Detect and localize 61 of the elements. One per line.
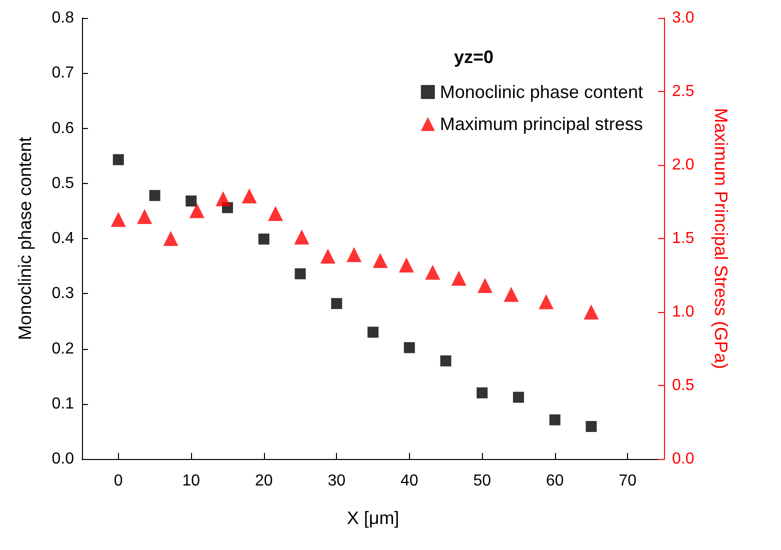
point [504, 286, 519, 302]
y-axis-title: Monoclinic phase content [15, 136, 35, 340]
point [346, 247, 362, 262]
legend-title: yz=0 [454, 47, 494, 67]
point [440, 355, 452, 366]
point [258, 234, 270, 245]
point [372, 253, 388, 268]
y2-tick-label: 0.5 [672, 377, 694, 394]
point [149, 190, 160, 202]
point [368, 326, 378, 338]
x-tick-label: 40 [400, 472, 418, 490]
point [425, 264, 440, 280]
point [451, 270, 466, 286]
point [137, 208, 152, 224]
point [478, 278, 493, 294]
point [398, 257, 414, 272]
point [242, 188, 257, 204]
y-tick-label: 0.1 [52, 395, 74, 412]
legend-label: Maximum principal stress [440, 114, 643, 134]
x-tick-label: 50 [473, 472, 492, 490]
point [586, 420, 597, 432]
y2-tick-label: 1.5 [672, 230, 694, 247]
y-tick-label: 0.6 [52, 120, 74, 137]
point [216, 191, 231, 206]
y-tick-label: 0.4 [52, 230, 74, 247]
point [331, 298, 342, 310]
y2-tick-label: 0.0 [672, 450, 694, 468]
y2-tick-label: 2.5 [672, 83, 694, 100]
point [163, 231, 178, 246]
y-tick-label: 0.7 [52, 64, 74, 82]
point [268, 206, 284, 222]
y-tick-label: 0.3 [52, 285, 74, 302]
y-tick-label: 0.2 [52, 340, 74, 358]
point [584, 304, 599, 320]
point [189, 203, 204, 218]
x-tick-label: 60 [546, 472, 564, 490]
x-tick-label: 0 [114, 472, 123, 490]
y2-tick-label: 2.0 [672, 156, 694, 174]
point [549, 414, 560, 426]
point [476, 387, 488, 398]
legend-label: Monoclinic phase content [440, 82, 643, 102]
y2-tick-label: 1.0 [672, 304, 694, 320]
point [320, 248, 336, 264]
point [294, 268, 306, 280]
y2-axis-title: Maximum Principal Stress (GPa) [711, 108, 731, 370]
point [294, 230, 310, 245]
x-tick-label: 20 [254, 472, 273, 490]
y-tick-label: 0.8 [52, 10, 74, 26]
y-tick-label: 0.5 [52, 174, 74, 192]
point [112, 154, 124, 166]
x-axis-title: X [μm] [346, 508, 400, 528]
point [513, 392, 524, 403]
y-tick-label: 0.0 [52, 450, 74, 468]
x-tick-label: 70 [618, 472, 637, 490]
point [110, 212, 126, 227]
x-tick-label: 30 [328, 472, 346, 490]
point [404, 342, 415, 354]
y2-tick-label: 3.0 [672, 10, 694, 26]
point [538, 294, 554, 310]
point [186, 196, 197, 207]
x-tick-label: 10 [182, 472, 200, 490]
